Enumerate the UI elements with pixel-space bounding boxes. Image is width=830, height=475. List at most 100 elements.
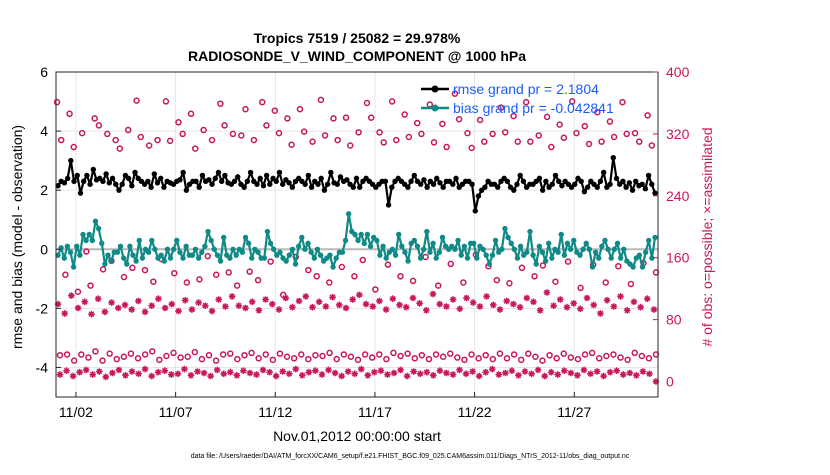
possible-obs-point [493, 276, 501, 284]
assimilated-obs-point [469, 299, 477, 306]
assimilated-obs-point [235, 302, 243, 309]
rmse-point [321, 187, 328, 193]
assimilated-obs-point [195, 299, 202, 306]
possible-obs-point [405, 133, 413, 141]
bias-point [124, 261, 130, 267]
possible-obs-point [175, 119, 182, 126]
rmse-point [440, 184, 446, 190]
assimilated-obs-point [181, 297, 189, 304]
rmse-point [620, 178, 626, 185]
bias-point [327, 252, 333, 258]
bias-point [639, 264, 646, 270]
possible-obs-point [588, 349, 596, 357]
possible-obs-point [532, 353, 539, 361]
assimilated-obs-point [528, 370, 535, 378]
possible-obs-point [564, 258, 572, 265]
assimilated-obs-point [338, 372, 345, 380]
possible-obs-point [372, 286, 379, 293]
possible-obs-point [200, 126, 207, 134]
assimilated-obs-point [650, 306, 658, 313]
rmse-point [103, 171, 109, 177]
bias-point [264, 228, 271, 235]
assimilated-obs-point [580, 366, 588, 374]
possible-obs-point [631, 129, 639, 137]
possible-obs-point [347, 353, 355, 361]
possible-obs-point [432, 351, 440, 358]
y-tick-label: 4 [40, 123, 48, 139]
x-tick-label: 11/22 [458, 404, 492, 420]
bias-point [339, 249, 346, 255]
possible-obs-point [334, 136, 341, 144]
bias-point [392, 252, 399, 258]
possible-obs-point [221, 122, 228, 129]
bias-point [586, 246, 593, 252]
assimilated-obs-point [644, 295, 651, 302]
bias-point [546, 240, 552, 247]
possible-obs-point [573, 129, 580, 137]
rmse-point [154, 180, 161, 186]
bias-point [489, 252, 496, 258]
possible-obs-point [355, 129, 362, 136]
possible-obs-point [535, 132, 542, 139]
possible-obs-point [78, 351, 85, 358]
possible-obs-point [305, 355, 312, 363]
y2-tick-label: 160 [666, 250, 690, 266]
possible-obs-point [388, 98, 396, 105]
bias-point [180, 255, 186, 261]
rmse-point [475, 193, 482, 199]
rmse-point [119, 181, 125, 187]
possible-obs-point [326, 349, 333, 357]
possible-obs-point [205, 351, 213, 359]
possible-obs-point [296, 105, 304, 113]
possible-obs-point [648, 142, 656, 149]
assimilated-obs-point [128, 368, 136, 375]
rmse-point [639, 181, 645, 187]
possible-obs-point [368, 354, 376, 361]
bias-point [589, 264, 596, 270]
bias-point [102, 261, 108, 267]
bias-point [571, 237, 577, 244]
possible-obs-point [104, 130, 111, 138]
bias-point [455, 237, 461, 244]
assimilated-obs-point [396, 301, 403, 309]
rmse-point [649, 181, 655, 187]
bias-point [286, 252, 292, 258]
assimilated-obs-point [541, 372, 548, 380]
possible-obs-point [531, 273, 538, 280]
possible-obs-point [217, 100, 224, 107]
possible-obs-point [184, 353, 191, 361]
possible-obs-point [539, 357, 546, 364]
assimilated-obs-point [382, 306, 390, 313]
bias-point [480, 246, 486, 252]
assimilated-obs-point [161, 367, 169, 374]
possible-obs-point [171, 269, 178, 277]
legend-rmse-text: rmse grand pr = 2.1804 [453, 81, 599, 97]
possible-obs-point [401, 111, 408, 118]
assimilated-obs-point [285, 370, 293, 378]
bias-point [596, 255, 602, 261]
rmse-point [279, 181, 286, 187]
rmse-point [244, 178, 251, 185]
possible-obs-point [619, 98, 626, 106]
assimilated-obs-point [74, 304, 82, 312]
y2-tick-label: 400 [666, 64, 690, 80]
possible-obs-point [623, 130, 630, 138]
bias-point [383, 255, 389, 261]
rmse-point [71, 178, 77, 185]
assimilated-obs-point [121, 301, 129, 309]
bias-point [524, 249, 530, 255]
possible-obs-point [269, 356, 277, 364]
possible-obs-point [312, 351, 319, 359]
bias-point [355, 237, 361, 244]
bias-point [433, 255, 439, 261]
rmse-point [594, 184, 600, 190]
possible-obs-point [66, 110, 73, 118]
bias-point [514, 255, 521, 261]
assimilated-obs-point [96, 368, 103, 375]
rmse-point [273, 178, 279, 185]
bias-point [377, 252, 383, 258]
assimilated-obs-point [342, 304, 350, 312]
possible-obs-point [447, 260, 455, 268]
possible-obs-point [581, 351, 589, 358]
y2-tick-label: 240 [666, 188, 690, 204]
